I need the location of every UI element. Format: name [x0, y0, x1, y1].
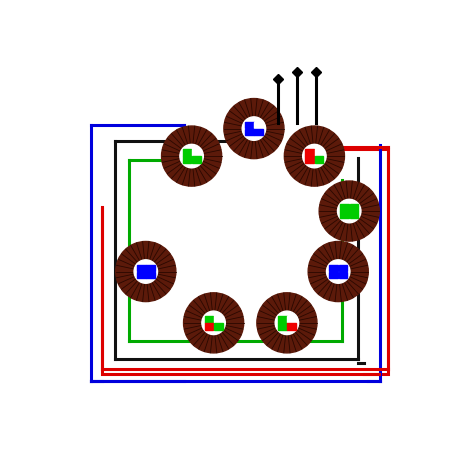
- Bar: [349, 211, 358, 218]
- Bar: [192, 149, 201, 156]
- Bar: [278, 323, 287, 329]
- Bar: [137, 265, 146, 271]
- Bar: [349, 204, 358, 211]
- Circle shape: [202, 311, 225, 335]
- Bar: [245, 129, 254, 135]
- Bar: [245, 122, 254, 129]
- Bar: [340, 204, 349, 211]
- Bar: [214, 316, 223, 323]
- Bar: [278, 316, 287, 323]
- Bar: [146, 265, 155, 271]
- Bar: [329, 272, 338, 278]
- Circle shape: [337, 199, 361, 223]
- Bar: [192, 157, 201, 163]
- Bar: [204, 316, 213, 323]
- Bar: [305, 149, 314, 156]
- Circle shape: [327, 260, 350, 283]
- Circle shape: [242, 117, 265, 140]
- Bar: [182, 157, 191, 163]
- Bar: [315, 149, 323, 156]
- Bar: [338, 272, 347, 278]
- Circle shape: [134, 260, 157, 283]
- Circle shape: [275, 311, 299, 335]
- Bar: [254, 129, 263, 135]
- Bar: [254, 122, 263, 129]
- Bar: [146, 272, 155, 278]
- Bar: [137, 272, 146, 278]
- Bar: [214, 323, 223, 329]
- Bar: [340, 211, 349, 218]
- Bar: [204, 323, 213, 329]
- Bar: [182, 149, 191, 156]
- Circle shape: [180, 144, 203, 168]
- Bar: [305, 157, 314, 163]
- Bar: [315, 157, 323, 163]
- Bar: [338, 265, 347, 271]
- Bar: [329, 265, 338, 271]
- Bar: [287, 316, 296, 323]
- Bar: [287, 323, 296, 329]
- Circle shape: [303, 144, 326, 168]
